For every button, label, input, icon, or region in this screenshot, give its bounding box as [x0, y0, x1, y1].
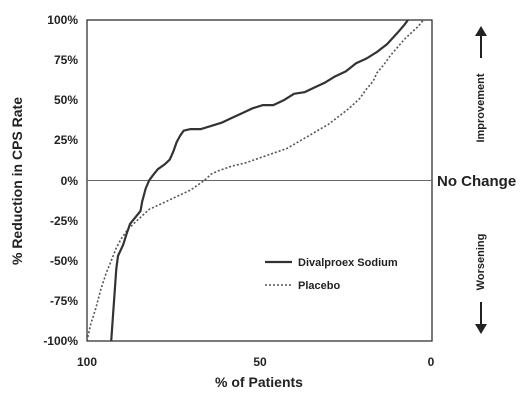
y-tick-label: -50%: [50, 254, 78, 268]
worsening-label: Worsening: [475, 234, 487, 291]
y-tick-label: 50%: [54, 93, 78, 107]
x-tick-label: 0: [428, 355, 435, 369]
legend-label-divalproex: Divalproex Sodium: [298, 257, 398, 269]
improvement-label: Improvement: [475, 73, 487, 142]
series-line-divalproex: [110, 19, 409, 342]
x-tick-labels: 100 50 0: [77, 355, 435, 369]
y-tick-label: -25%: [50, 214, 78, 228]
y-tick-label: 75%: [54, 53, 78, 67]
series-line-placebo: [86, 19, 425, 342]
legend: Divalproex Sodium Placebo: [265, 257, 398, 292]
y-tick-label: 100%: [47, 13, 78, 27]
x-axis-title: % of Patients: [215, 374, 303, 390]
x-tick-label: 100: [77, 355, 97, 369]
y-tick-label: -75%: [50, 294, 78, 308]
no-change-label: No Change: [437, 173, 516, 190]
y-tick-label: -100%: [43, 334, 78, 348]
arrow-down-icon: [475, 324, 487, 334]
x-tick-label: 50: [253, 355, 267, 369]
y-tick-labels: 100% 75% 50% 25% 0% -25% -50% -75% -100%: [43, 13, 78, 348]
worsening-annotation: Worsening: [475, 234, 487, 334]
y-axis-title: % Reduction in CPS Rate: [9, 97, 25, 265]
improvement-annotation: Improvement: [475, 26, 487, 143]
y-tick-label: 0%: [61, 174, 79, 188]
legend-label-placebo: Placebo: [298, 280, 340, 292]
arrow-up-icon: [475, 26, 487, 36]
y-tick-label: 25%: [54, 133, 78, 147]
